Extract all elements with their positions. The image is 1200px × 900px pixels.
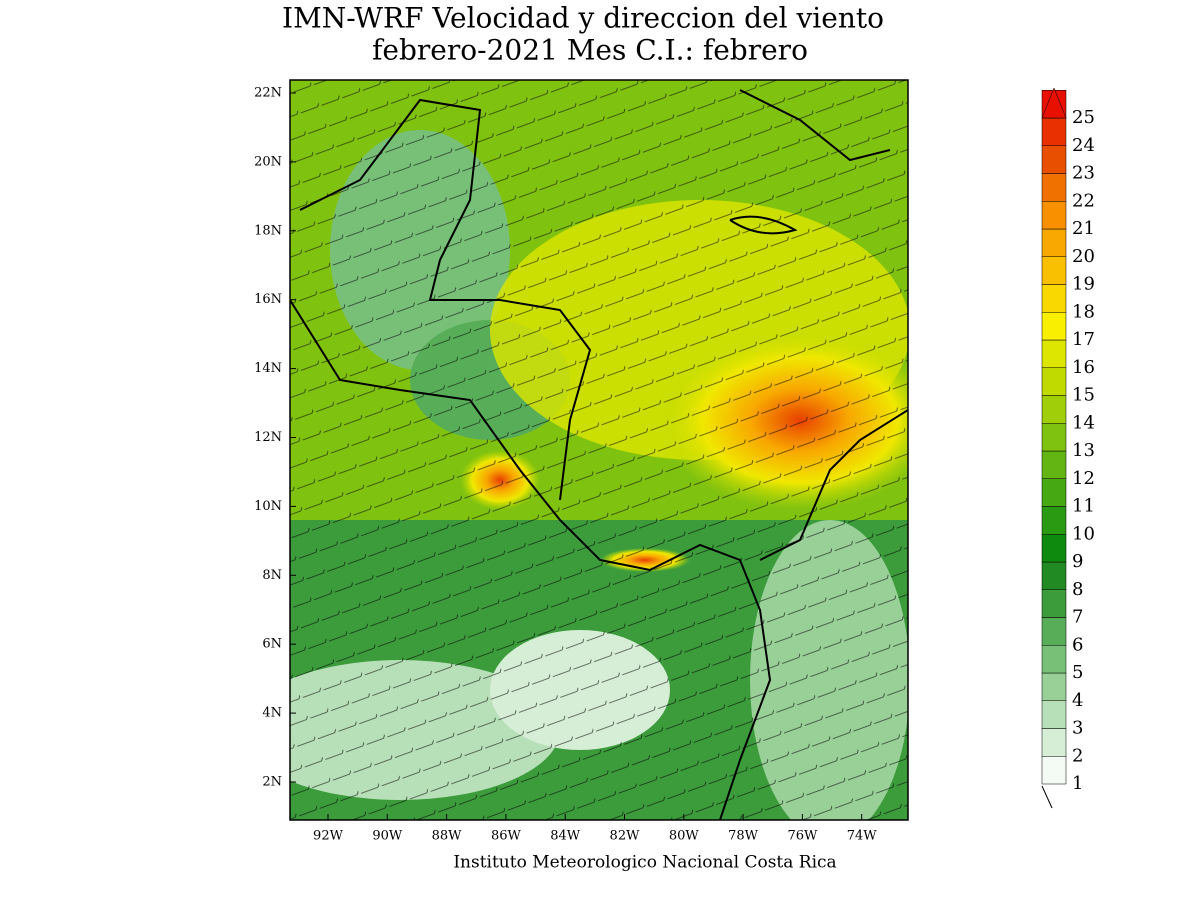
lon-label: 80W <box>669 829 700 844</box>
colorbar-label: 22 <box>1072 190 1095 211</box>
colorbar-box <box>1041 756 1067 785</box>
lon-label: 78W <box>728 829 759 844</box>
colorbar-label: 5 <box>1072 662 1083 683</box>
colorbar-label: 15 <box>1072 385 1095 406</box>
lon-label: 76W <box>787 829 818 844</box>
colorbar-box <box>1041 256 1067 285</box>
colorbar-box <box>1041 201 1067 230</box>
colorbar-box <box>1041 173 1067 202</box>
colorbar-box <box>1041 478 1067 507</box>
colorbar-box <box>1041 145 1067 174</box>
colorbar-box <box>1041 506 1067 535</box>
lat-label: 4N <box>262 706 282 721</box>
colorbar-box <box>1041 423 1067 452</box>
lat-label: 16N <box>254 292 282 307</box>
colorbar-box <box>1041 228 1067 257</box>
map <box>290 80 908 820</box>
colorbar-label: 1 <box>1072 773 1083 794</box>
lat-label: 18N <box>254 223 282 238</box>
lat-label: 6N <box>262 637 282 652</box>
colorbar-box <box>1041 589 1067 618</box>
lon-label: 82W <box>610 829 641 844</box>
colorbar-label: 2 <box>1072 745 1083 766</box>
title-line: IMN-WRF Velocidad y direccion del viento <box>282 2 884 35</box>
colorbar-arrow <box>1041 87 1067 119</box>
map-frame <box>289 79 909 821</box>
lon-label: 74W <box>847 829 878 844</box>
colorbar-label: 24 <box>1072 135 1095 156</box>
colorbar-box <box>1041 395 1067 424</box>
colorbar-box <box>1041 617 1067 646</box>
colorbar-box <box>1041 645 1067 674</box>
colorbar-box <box>1041 700 1067 729</box>
lon-label: 84W <box>550 829 581 844</box>
colorbar-label: 19 <box>1072 274 1095 295</box>
colorbar-box <box>1041 534 1067 563</box>
lat-label: 12N <box>254 430 282 445</box>
lat-label: 10N <box>254 499 282 514</box>
colorbar-box <box>1041 450 1067 479</box>
colorbar-box <box>1041 117 1067 146</box>
lat-label: 14N <box>254 361 282 376</box>
colorbar-label: 25 <box>1072 107 1095 128</box>
colorbar-label: 11 <box>1072 496 1095 517</box>
colorbar-label: 7 <box>1072 607 1083 628</box>
colorbar-box <box>1041 728 1067 757</box>
lat-label: 2N <box>262 775 282 790</box>
colorbar-label: 20 <box>1072 246 1095 267</box>
lat-label: 20N <box>254 154 282 169</box>
colorbar-label: 12 <box>1072 468 1095 489</box>
colorbar-box <box>1041 339 1067 368</box>
barb-sample <box>1041 785 1053 809</box>
lon-label: 86W <box>491 829 522 844</box>
lon-label: 90W <box>372 829 403 844</box>
colorbar-label: 4 <box>1072 690 1083 711</box>
colorbar-box <box>1041 561 1067 590</box>
lat-label: 8N <box>262 568 282 583</box>
footer: Instituto Meteorologico Nacional Costa R… <box>453 853 836 873</box>
colorbar-box <box>1041 312 1067 341</box>
lon-label: 92W <box>313 829 344 844</box>
lat-label: 22N <box>254 86 282 101</box>
colorbar-label: 16 <box>1072 357 1095 378</box>
colorbar-label: 3 <box>1072 718 1083 739</box>
colorbar-label: 14 <box>1072 412 1095 433</box>
lon-label: 88W <box>432 829 463 844</box>
colorbar-label: 9 <box>1072 551 1083 572</box>
colorbar-box <box>1041 284 1067 313</box>
colorbar-label: 21 <box>1072 218 1095 239</box>
colorbar-label: 18 <box>1072 301 1095 322</box>
colorbar-label: 10 <box>1072 523 1095 544</box>
colorbar-box <box>1041 672 1067 701</box>
colorbar-label: 13 <box>1072 440 1095 461</box>
colorbar-label: 23 <box>1072 163 1095 184</box>
colorbar-label: 17 <box>1072 329 1095 350</box>
colorbar-label: 8 <box>1072 579 1083 600</box>
colorbar-box <box>1041 367 1067 396</box>
colorbar-label: 6 <box>1072 634 1083 655</box>
title-line: febrero-2021 Mes C.I.: febrero <box>372 34 808 67</box>
